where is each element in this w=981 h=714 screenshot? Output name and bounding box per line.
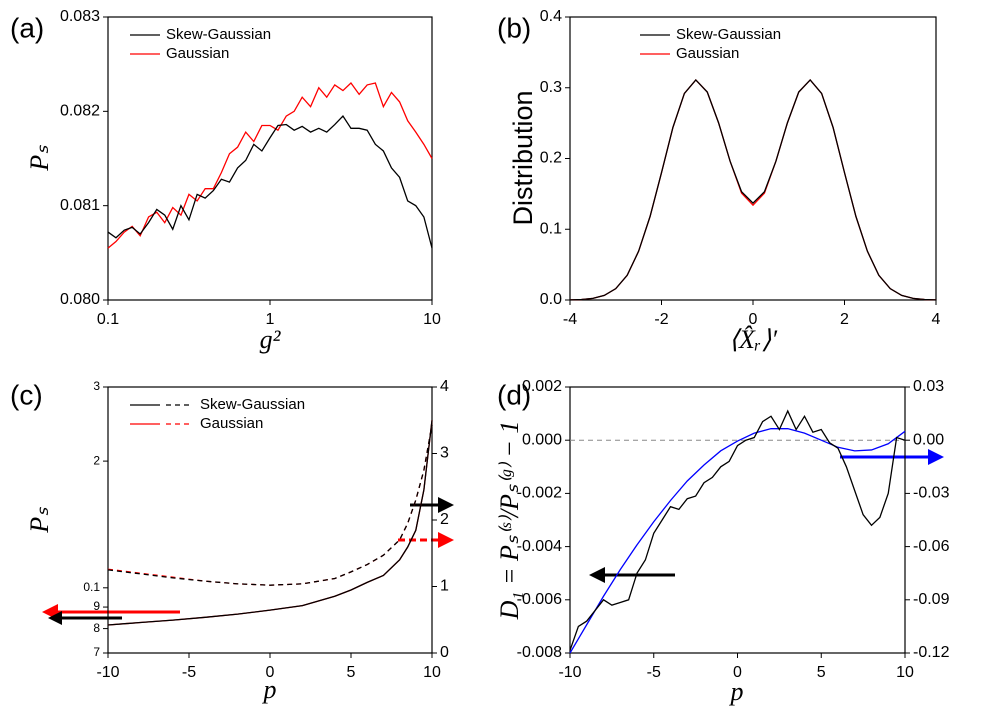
data-line: [569, 78, 937, 301]
legend-label: Gaussian: [200, 415, 263, 432]
plot-frame: [569, 16, 937, 301]
y-tick-label: 0.3: [540, 79, 562, 96]
arrow-head: [438, 497, 454, 513]
y-tick-label: -0.008: [517, 644, 562, 661]
arrow-head: [438, 532, 454, 548]
x-axis-label: p: [729, 677, 744, 706]
y-tick-label: -0.006: [517, 591, 562, 608]
y2-tick-label: 2: [440, 511, 449, 528]
x-tick-label: -4: [563, 311, 577, 328]
x-tick-label: 0: [749, 311, 758, 328]
panel-label: (b): [497, 12, 531, 43]
x-tick-label: 5: [817, 664, 826, 681]
x-tick-label: 2: [840, 311, 849, 328]
y2-tick-label: -0.09: [913, 591, 950, 608]
x-tick-label: -10: [558, 664, 581, 681]
y2-tick-label: -0.12: [913, 644, 950, 661]
x-tick-label: 10: [423, 664, 441, 681]
x-tick-label: 0.1: [97, 311, 119, 328]
y2-tick-label: 0.00: [913, 431, 944, 448]
y-tick-label: 2: [93, 453, 100, 467]
data-line: [107, 420, 433, 626]
y-tick-label: 0.080: [60, 291, 100, 308]
y2-tick-label: 0.03: [913, 378, 944, 395]
y-tick-label: 3: [93, 379, 100, 393]
data-line: [107, 82, 433, 249]
y-tick-label: 0.000: [522, 431, 562, 448]
y2-tick-label: 3: [440, 445, 449, 462]
y2-tick-label: -0.03: [913, 485, 950, 502]
x-tick-label: -5: [182, 664, 196, 681]
data-line: [569, 428, 906, 654]
y2-tick-label: -0.06: [913, 538, 950, 555]
y-tick-label: 0.081: [60, 197, 100, 214]
y-tick-label: 0.4: [540, 8, 562, 25]
y-tick-label: 0.002: [522, 378, 562, 395]
y-tick-label: 0.082: [60, 103, 100, 120]
y-axis-label: Pₛ: [25, 145, 54, 172]
x-tick-label: 10: [896, 664, 914, 681]
y-tick-label: 0.0: [540, 291, 562, 308]
y-axis-label: Distribution: [508, 90, 538, 225]
arrow-head: [928, 449, 944, 465]
legend-label: Skew-Gaussian: [200, 396, 305, 413]
x-axis-label: g²: [260, 325, 282, 354]
y-axis-label: D₁ = Pₛ⁽ˢ⁾/Pₛ⁽ᵍ⁾ − 1: [495, 421, 524, 621]
y-tick-label: 0.1: [83, 580, 100, 594]
x-tick-label: 10: [423, 311, 441, 328]
data-line: [569, 78, 937, 301]
x-tick-label: 0: [733, 664, 742, 681]
plot-frame: [107, 16, 433, 301]
legend-label: Gaussian: [166, 45, 229, 62]
data-line: [107, 115, 433, 249]
legend-label: Skew-Gaussian: [676, 26, 781, 43]
data-line-y2: [107, 424, 433, 586]
arrow-head: [48, 611, 62, 625]
x-tick-label: 5: [347, 664, 356, 681]
x-tick-label: 1: [266, 311, 275, 328]
x-tick-label: 0: [266, 664, 275, 681]
arrows: [42, 449, 944, 625]
x-tick-label: -10: [96, 664, 119, 681]
panel-label: (d): [497, 379, 531, 410]
x-tick-label: 4: [932, 311, 941, 328]
x-axis-label: ⟨X̂ᵣ⟩′: [729, 325, 778, 354]
y-tick-label: 0.083: [60, 8, 100, 25]
x-tick-label: -5: [647, 664, 661, 681]
y-tick-label: 0.1: [540, 220, 562, 237]
y-tick-label: 7: [93, 645, 100, 659]
plot-frame: [569, 386, 906, 654]
panel-label: (c): [10, 379, 43, 410]
y2-tick-label: 0: [440, 644, 449, 661]
legend-label: Gaussian: [676, 45, 739, 62]
y-tick-label: 9: [93, 599, 100, 613]
x-axis-label: p: [262, 675, 277, 704]
data-line: [107, 420, 433, 626]
y2-tick-label: 1: [440, 578, 449, 595]
y-axis-label: Pₛ: [25, 507, 54, 534]
arrow-head: [589, 567, 605, 583]
data-line-y2: [107, 424, 433, 586]
y2-tick-label: 4: [440, 378, 449, 395]
y-tick-label: -0.002: [517, 485, 562, 502]
data-line: [569, 409, 906, 651]
panel-label: (a): [10, 12, 44, 43]
y-tick-label: 0.2: [540, 150, 562, 167]
y-tick-label: 8: [93, 621, 100, 635]
x-tick-label: -2: [654, 311, 668, 328]
y-tick-label: -0.004: [517, 538, 562, 555]
legend-label: Skew-Gaussian: [166, 26, 271, 43]
